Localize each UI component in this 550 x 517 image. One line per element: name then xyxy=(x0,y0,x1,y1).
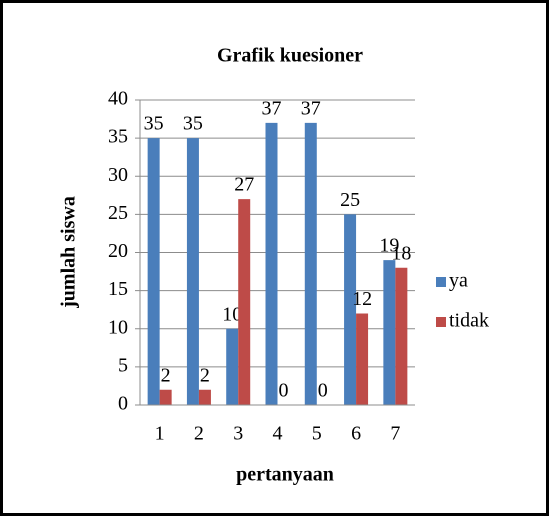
legend-swatch xyxy=(436,317,446,327)
data-label: 12 xyxy=(352,288,372,310)
data-label: 19 xyxy=(379,235,399,257)
y-axis-label: jumlah siswa xyxy=(58,196,80,309)
bar xyxy=(226,328,239,405)
bar xyxy=(238,199,251,405)
legend-label: ya xyxy=(449,270,468,292)
legend-label: tidak xyxy=(449,310,489,332)
data-label: 37 xyxy=(301,97,321,119)
data-label: 35 xyxy=(144,113,164,135)
bar xyxy=(395,267,408,405)
x-tick-label: 5 xyxy=(312,423,322,445)
bar xyxy=(344,214,357,405)
data-label: 37 xyxy=(262,97,282,119)
x-tick-label: 1 xyxy=(155,423,165,445)
bar xyxy=(356,313,369,405)
data-label: 2 xyxy=(161,364,171,386)
data-label: 18 xyxy=(391,242,411,264)
chart-title: Grafik kuesioner xyxy=(217,45,363,67)
bar xyxy=(304,122,317,405)
bar xyxy=(186,138,199,405)
x-tick-label: 4 xyxy=(273,423,283,445)
y-tick-label: 30 xyxy=(108,164,128,186)
y-tick-label: 15 xyxy=(108,278,128,300)
data-label: 27 xyxy=(234,174,254,196)
y-tick-label: 10 xyxy=(108,316,128,338)
x-tick-label: 7 xyxy=(390,423,400,445)
x-tick-label: 3 xyxy=(233,423,243,445)
y-tick-label: 0 xyxy=(118,393,128,415)
bar xyxy=(198,389,211,405)
x-tick-label: 6 xyxy=(351,423,361,445)
x-tick-label: 2 xyxy=(194,423,204,445)
bar xyxy=(159,389,172,405)
data-label: 2 xyxy=(200,364,210,386)
data-label: 25 xyxy=(340,189,360,211)
data-label: 0 xyxy=(279,380,289,402)
legend-swatch xyxy=(436,277,446,287)
y-tick-label: 20 xyxy=(108,240,128,262)
bar xyxy=(265,122,278,405)
data-label: 0 xyxy=(318,380,328,402)
data-label: 35 xyxy=(183,113,203,135)
x-axis-label: pertanyaan xyxy=(236,464,334,486)
y-tick-label: 40 xyxy=(108,88,128,110)
bar xyxy=(147,138,160,405)
data-label: 10 xyxy=(222,303,242,325)
bar xyxy=(383,260,396,405)
y-tick-label: 25 xyxy=(108,202,128,224)
y-tick-label: 35 xyxy=(108,126,128,148)
y-tick-label: 5 xyxy=(118,354,128,376)
